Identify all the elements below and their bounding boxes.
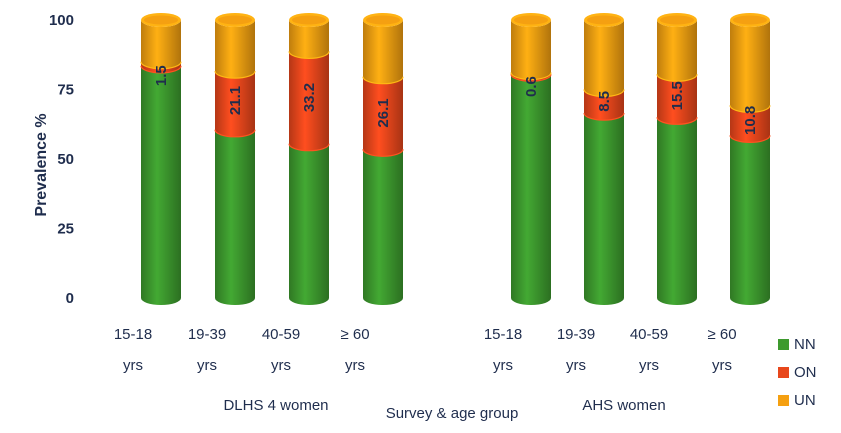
bar-segment-nn (289, 143, 329, 305)
x-category-label-unit: yrs (493, 357, 513, 374)
legend-label-nn: NN (794, 336, 816, 353)
segment-edge (214, 129, 256, 138)
segment-edge (288, 51, 330, 59)
segment-edge (656, 117, 698, 125)
y-tick-label: 25 (57, 221, 74, 238)
x-category-label: ≥ 60 (340, 326, 369, 343)
bar-segment-un (584, 20, 624, 97)
x-category-label: 40-59 (630, 326, 668, 343)
bar-segment-nn (215, 129, 255, 305)
y-axis: 0 25 50 75 100 (49, 12, 74, 307)
y-axis-title: Prevalence % (33, 113, 50, 216)
x-category-label-unit: yrs (566, 357, 586, 374)
bar-stack: 1.5 (140, 13, 182, 306)
group-label-ahs: AHS women (582, 397, 665, 414)
bar-segment-on (657, 74, 697, 125)
segment-edge (362, 76, 404, 85)
bar-stack: 26.1 (362, 13, 404, 305)
bar-segment-on (730, 105, 770, 143)
bars: 1.5 21.1 33.2 26.1 0.6 8.5 15.5 10.8 (140, 13, 771, 306)
bar-segment-nn (657, 117, 697, 305)
legend-label-on: ON (794, 364, 817, 381)
legend: NN ON UN (778, 336, 817, 409)
data-label: 8.5 (596, 91, 613, 112)
x-category-label-unit: yrs (197, 357, 217, 374)
bar-segment-nn (584, 113, 624, 305)
bar-segment-nn (141, 65, 181, 306)
y-tick-label: 75 (57, 82, 74, 99)
x-category-label: ≥ 60 (707, 326, 736, 343)
bar-segment-nn (363, 149, 403, 305)
x-category-label-unit: yrs (639, 357, 659, 374)
bar-stack: 33.2 (288, 13, 330, 305)
x-category-label: 19-39 (188, 326, 226, 343)
bar-segment-un (363, 20, 403, 84)
segment-edge (140, 61, 182, 70)
x-category-label-unit: yrs (271, 357, 291, 374)
x-category-label: 15-18 (484, 326, 522, 343)
bar-top-cap-inner (144, 15, 178, 25)
data-label: 10.8 (742, 106, 759, 135)
x-category-label-unit: yrs (712, 357, 732, 374)
x-axis-categories: 15-18 yrs 19-39 yrs 40-59 yrs ≥ 60 yrs 15-18 yrs 1… (114, 326, 737, 374)
bar-segment-on (289, 51, 329, 151)
bar-segment-on (215, 71, 255, 137)
segment-edge (583, 89, 625, 98)
data-label: 26.1 (375, 98, 392, 127)
data-label: 21.1 (227, 86, 244, 115)
bar-segment-on (141, 61, 181, 73)
bar-segment-on (363, 76, 403, 157)
x-category-label: 40-59 (262, 326, 300, 343)
bar-segment-un (289, 20, 329, 59)
segment-edge (510, 74, 552, 82)
bar-segment-nn (730, 135, 770, 305)
legend-label-un: UN (794, 392, 816, 409)
x-category-label: 15-18 (114, 326, 152, 343)
segment-edge (656, 74, 698, 82)
segment-edge (140, 65, 182, 74)
data-label: 0.6 (523, 76, 540, 97)
group-label-dlhs: DLHS 4 women (223, 397, 328, 414)
bar-stack: 0.6 (510, 13, 552, 306)
x-axis-title: Survey & age group (386, 405, 519, 422)
bar-segment-nn (511, 74, 551, 306)
bar-top-cap-inner (587, 15, 621, 25)
segment-edge (214, 71, 256, 79)
x-category-label: 19-39 (557, 326, 595, 343)
bar-top-cap-inner (733, 15, 767, 25)
bar-segment-un (141, 20, 181, 69)
data-label: 15.5 (669, 81, 686, 110)
bar-stack: 10.8 (729, 13, 771, 305)
y-tick-label: 100 (49, 12, 74, 29)
legend-swatch-on (778, 367, 789, 378)
x-category-label-unit: yrs (123, 357, 143, 374)
segment-edge (729, 105, 771, 113)
bar-stack: 8.5 (583, 13, 625, 305)
segment-edge (362, 149, 404, 157)
legend-swatch-nn (778, 339, 789, 350)
bar-top-cap-inner (366, 15, 400, 25)
y-tick-label: 0 (66, 290, 74, 307)
segment-edge (729, 135, 771, 143)
bar-stack: 15.5 (656, 13, 698, 305)
bar-segment-un (215, 20, 255, 79)
bar-top-cap-inner (514, 15, 548, 25)
segment-edge (510, 72, 552, 81)
bar-segment-un (511, 20, 551, 80)
y-tick-label: 50 (57, 151, 74, 168)
bar-segment-un (730, 20, 770, 113)
bar-stack: 21.1 (214, 13, 256, 305)
segment-edge (583, 112, 625, 121)
bar-top-cap-inner (660, 15, 694, 25)
x-category-label-unit: yrs (345, 357, 365, 374)
data-label: 1.5 (153, 65, 170, 86)
bar-top-cap-inner (218, 15, 252, 25)
bar-segment-un (657, 20, 697, 82)
data-label: 33.2 (301, 83, 318, 112)
segment-edge (288, 143, 330, 152)
bar-top-cap-inner (292, 15, 326, 25)
legend-swatch-un (778, 395, 789, 406)
bar-segment-on (584, 89, 624, 121)
